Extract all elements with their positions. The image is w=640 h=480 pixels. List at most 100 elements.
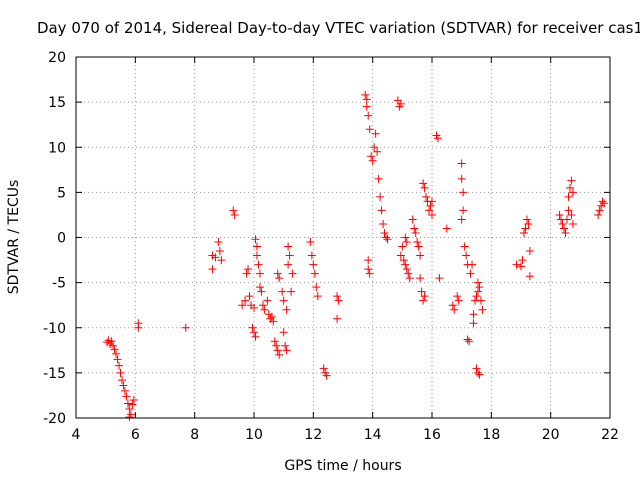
data-point	[402, 238, 411, 247]
data-point	[450, 305, 459, 314]
data-point	[255, 283, 264, 292]
data-point	[417, 287, 426, 296]
y-tick-label: 10	[48, 140, 66, 156]
data-point	[252, 242, 261, 251]
x-tick-label: 8	[190, 427, 199, 443]
data-point	[255, 269, 264, 278]
data-point	[120, 386, 129, 395]
x-tick-label: 4	[72, 427, 81, 443]
y-tick-label: -20	[43, 411, 66, 427]
data-point	[258, 301, 267, 310]
data-point	[250, 328, 258, 337]
data-point	[230, 210, 239, 219]
data-point	[442, 224, 451, 233]
data-point	[519, 228, 528, 237]
data-point	[595, 206, 604, 215]
data-point	[362, 95, 371, 104]
x-axis-label: GPS time / hours	[284, 458, 401, 474]
data-point	[405, 274, 414, 283]
data-point	[364, 256, 373, 265]
data-point	[376, 192, 385, 201]
x-tick-label: 20	[542, 427, 560, 443]
data-point	[525, 272, 534, 281]
data-point	[522, 215, 531, 224]
data-point	[399, 256, 408, 265]
data-point	[472, 364, 481, 373]
data-point	[370, 143, 379, 152]
data-point	[287, 287, 296, 296]
x-tick-label: 10	[245, 427, 263, 443]
y-tick-label: 20	[48, 50, 66, 66]
data-point	[263, 296, 272, 305]
data-point	[419, 179, 428, 188]
data-point	[285, 251, 294, 260]
data-point	[229, 206, 238, 215]
y-tick-label: -5	[52, 276, 66, 292]
data-point	[558, 219, 567, 228]
data-point	[475, 283, 484, 292]
data-point	[119, 381, 128, 390]
data-point	[241, 296, 250, 305]
data-point	[364, 265, 373, 274]
data-point	[115, 361, 124, 370]
data-point	[469, 319, 478, 328]
data-point	[600, 199, 609, 208]
data-point	[129, 395, 138, 404]
gridlines	[76, 57, 610, 418]
data-point	[396, 251, 405, 260]
data-point	[401, 260, 410, 269]
data-point	[472, 292, 481, 301]
data-point	[466, 269, 475, 278]
data-point	[312, 283, 321, 292]
data-point	[365, 269, 374, 278]
data-point	[260, 305, 269, 314]
data-point	[475, 370, 484, 379]
data-point	[454, 296, 463, 305]
data-point	[379, 219, 388, 228]
data-point	[404, 269, 413, 278]
data-point	[282, 346, 291, 355]
data-point	[371, 129, 380, 138]
data-point	[113, 355, 122, 364]
x-tick-label: 16	[423, 427, 441, 443]
data-point	[365, 125, 374, 134]
data-point	[564, 192, 573, 201]
data-point	[107, 337, 116, 346]
y-tick-label: -15	[43, 366, 66, 382]
data-point	[425, 206, 434, 215]
data-point	[433, 134, 442, 143]
data-point	[420, 183, 429, 192]
data-point	[116, 368, 125, 377]
data-point	[242, 269, 251, 278]
data-point	[270, 337, 279, 346]
data-point	[134, 323, 143, 332]
data-point	[125, 404, 134, 413]
data-point	[252, 251, 261, 260]
data-point	[361, 90, 370, 99]
data-point	[398, 242, 407, 251]
data-point	[564, 206, 573, 215]
data-point	[457, 215, 466, 224]
data-point	[306, 238, 315, 247]
data-point	[525, 247, 534, 256]
data-point	[123, 399, 132, 408]
data-point	[251, 332, 260, 341]
data-point	[125, 413, 134, 422]
data-point	[410, 224, 419, 233]
y-tick-label: 5	[57, 185, 66, 201]
data-point	[215, 247, 224, 256]
data-point	[521, 224, 530, 233]
data-point	[279, 328, 288, 337]
data-point	[181, 323, 190, 332]
data-point	[459, 188, 468, 197]
data-point	[333, 292, 342, 301]
data-point	[278, 287, 287, 296]
data-point	[208, 265, 217, 274]
data-point	[478, 305, 487, 314]
data-point	[364, 111, 373, 120]
data-point	[401, 233, 410, 242]
data-point	[383, 235, 392, 244]
y-tick-label: 0	[57, 231, 66, 247]
